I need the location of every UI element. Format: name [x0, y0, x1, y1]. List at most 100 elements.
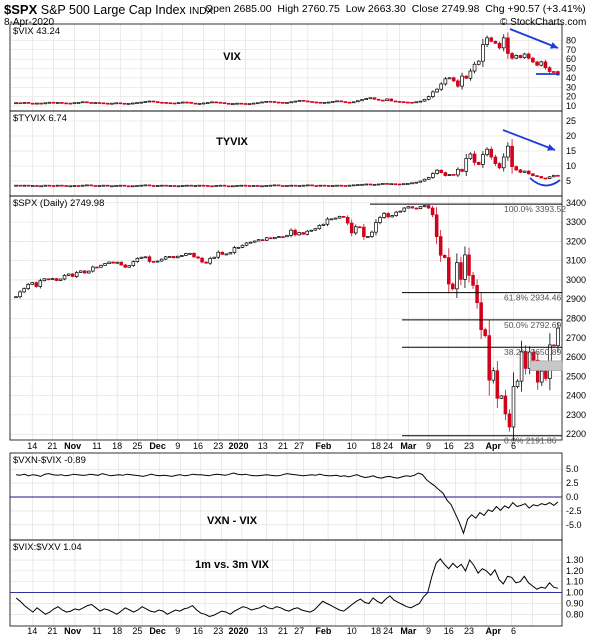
x-tick-label: 23 [464, 626, 474, 636]
candle [485, 37, 489, 45]
symbol: $SPX [4, 2, 38, 17]
candle [483, 329, 487, 337]
candle [110, 102, 114, 105]
arrow [509, 28, 559, 49]
panel-title: TYVIX [216, 136, 248, 148]
quote-open: Open 2685.00 [205, 3, 272, 15]
candle [26, 284, 30, 289]
y-tick-label: 40 [566, 73, 576, 83]
candle [68, 102, 73, 105]
candle [526, 170, 531, 175]
candle [111, 261, 115, 264]
candle [39, 185, 43, 188]
candle [451, 77, 456, 82]
candle [491, 370, 496, 381]
candle [544, 370, 548, 379]
candle [164, 184, 168, 187]
candle [22, 184, 27, 187]
x-tick-label: 13 [258, 441, 268, 451]
candle [171, 256, 176, 259]
candle [364, 98, 368, 100]
y-tick-label: 10 [566, 161, 576, 171]
series-spx [14, 204, 560, 442]
candle [447, 77, 452, 80]
candle [147, 100, 152, 103]
candle [143, 256, 148, 259]
candle [89, 102, 93, 104]
candle [518, 55, 523, 58]
series-line-ratio2 [15, 558, 559, 618]
y-tick-label: 1.10 [566, 577, 584, 587]
candle [151, 100, 156, 103]
candle [543, 177, 548, 180]
candle [51, 101, 56, 104]
y-tick-label: 15 [566, 146, 576, 156]
candle [122, 102, 127, 105]
x-tick-label: 16 [193, 626, 203, 636]
candle [172, 185, 177, 187]
x-tick-label: 10 [347, 626, 357, 636]
candle [385, 98, 389, 101]
candle [341, 215, 346, 218]
candle [366, 236, 370, 238]
candle [349, 222, 354, 234]
candle [247, 185, 252, 187]
candle [30, 102, 35, 105]
candle [72, 185, 77, 187]
candle [235, 185, 239, 187]
candle [385, 183, 389, 185]
y-tick-label: 30 [566, 82, 576, 92]
candle [447, 257, 451, 285]
candle [226, 185, 231, 188]
candle [188, 253, 192, 255]
candle [476, 162, 481, 165]
candle [464, 75, 469, 79]
candle [456, 168, 460, 176]
series-line-ratio1 [16, 472, 559, 535]
candle [376, 183, 381, 186]
fib-label: 50.0% 2792.69 [504, 320, 561, 330]
candle [72, 102, 77, 105]
candle [503, 395, 508, 415]
candle [260, 101, 264, 104]
candle [110, 185, 114, 188]
candle [547, 176, 552, 179]
y-tick-label: 0.80 [566, 609, 584, 619]
panel-frame [9, 23, 563, 112]
y-tick-label: 2600 [566, 352, 586, 362]
candle [351, 101, 356, 104]
candle [210, 185, 214, 188]
candle [222, 102, 227, 104]
quote-change: Chg +90.57 (+3.41%) [485, 3, 586, 15]
candle [539, 176, 544, 179]
candle [55, 184, 60, 187]
candle [85, 101, 89, 104]
candle [204, 261, 208, 264]
candle [368, 183, 373, 186]
candle [305, 230, 309, 235]
candle [539, 61, 544, 66]
candle [26, 102, 31, 104]
candle [47, 184, 52, 187]
candle [139, 256, 144, 259]
candle [214, 101, 218, 104]
candle [507, 413, 512, 428]
candle [76, 101, 81, 104]
y-tick-label: 3200 [566, 236, 586, 246]
panel-legend: $VXN-$VIX -0.89 [13, 455, 86, 466]
candle [30, 282, 34, 285]
candle [62, 274, 67, 280]
candle [176, 102, 181, 104]
y-tick-label: 3000 [566, 275, 586, 285]
candle [251, 102, 256, 105]
candle [222, 184, 227, 187]
x-tick-label: 11 [92, 441, 101, 451]
candle [493, 40, 498, 44]
candle [451, 174, 456, 176]
candle [214, 185, 218, 187]
candle [93, 102, 98, 104]
x-tick-label: Feb [315, 626, 332, 636]
candle [43, 184, 48, 187]
x-tick-label: 18 [112, 441, 122, 451]
candle [76, 185, 81, 187]
